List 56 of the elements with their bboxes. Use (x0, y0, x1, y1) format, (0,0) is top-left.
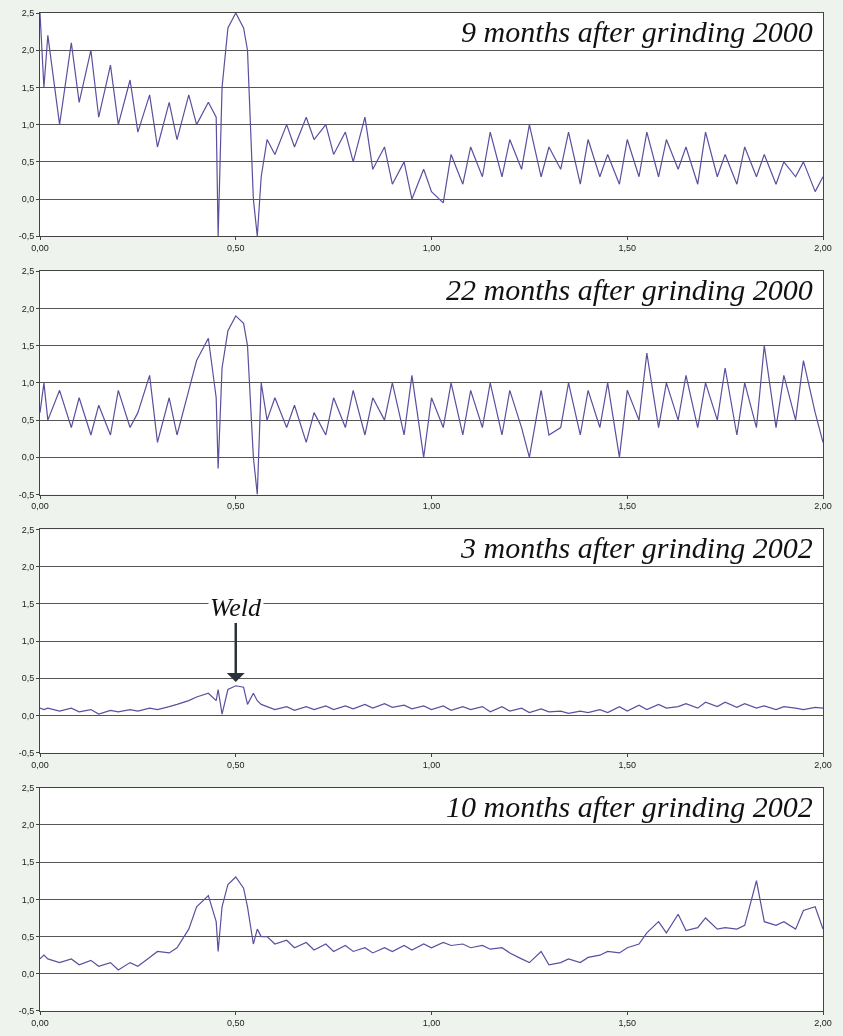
y-tick-label: -0,5 (18, 1006, 35, 1017)
y-tick-label: 1,5 (21, 857, 35, 868)
y-tick-label: -0,5 (18, 231, 35, 242)
x-tick-label: 0,00 (31, 759, 49, 770)
annotation: Weld (210, 593, 263, 622)
x-tick-label: 2,00 (814, 1017, 832, 1028)
y-tick-label: 0,0 (21, 968, 35, 979)
x-tick-label: 2,00 (814, 501, 832, 512)
y-tick-label: 0,5 (21, 157, 35, 168)
chart-title: 3 months after grinding 2002 (460, 531, 813, 564)
y-tick-label: 1,5 (21, 599, 35, 610)
y-tick-label: 2,0 (21, 820, 35, 831)
y-tick-label: 0,0 (21, 710, 35, 721)
line-series (40, 685, 823, 715)
x-tick-label: 0,50 (226, 243, 245, 254)
x-tick-label: 1,00 (422, 1017, 441, 1028)
y-tick-label: 2,0 (21, 561, 35, 572)
line-series (40, 315, 823, 495)
x-tick-label: 1,50 (618, 501, 637, 512)
line-series (40, 876, 823, 971)
y-tick-label: 0,5 (21, 415, 35, 426)
y-tick-label: 1,0 (21, 119, 35, 130)
y-tick-label: -0,5 (18, 747, 35, 758)
y-tick-label: 0,0 (21, 194, 35, 205)
x-tick-label: 1,00 (422, 759, 441, 770)
y-tick-label: 2,5 (21, 524, 35, 535)
y-tick-label: 2,5 (21, 782, 35, 793)
x-tick-label: 0,50 (226, 759, 245, 770)
x-tick-label: 1,50 (618, 1017, 637, 1028)
y-tick-label: 1,5 (21, 82, 35, 93)
y-tick-label: 2,0 (21, 303, 35, 314)
y-tick-label: 0,5 (21, 673, 35, 684)
x-tick-label: 1,00 (422, 243, 441, 254)
x-tick-label: 1,00 (422, 501, 441, 512)
y-tick-label: 2,5 (21, 266, 35, 277)
x-tick-label: 1,50 (618, 243, 637, 254)
y-tick-label: 0,5 (21, 931, 35, 942)
y-tick-label: 0,0 (21, 452, 35, 463)
x-tick-label: 2,00 (814, 243, 832, 254)
x-tick-label: 0,00 (31, 501, 49, 512)
y-tick-label: -0,5 (18, 489, 35, 500)
x-tick-label: 0,00 (31, 243, 49, 254)
x-tick-label: 1,50 (618, 759, 637, 770)
chart-title: 10 months after grinding 2002 (446, 790, 813, 823)
x-tick-label: 0,50 (226, 1017, 245, 1028)
x-tick-label: 2,00 (814, 759, 832, 770)
chart-title: 22 months after grinding 2000 (446, 273, 813, 306)
y-tick-label: 1,0 (21, 894, 35, 905)
chart-title: 9 months after grinding 2000 (461, 15, 813, 48)
x-tick-label: 0,50 (226, 501, 245, 512)
y-tick-label: 1,0 (21, 636, 35, 647)
y-tick-label: 2,5 (21, 8, 35, 19)
x-tick-label: 0,00 (31, 1017, 49, 1028)
y-tick-label: 1,5 (21, 340, 35, 351)
y-tick-label: 1,0 (21, 378, 35, 389)
y-tick-label: 2,0 (21, 45, 35, 56)
